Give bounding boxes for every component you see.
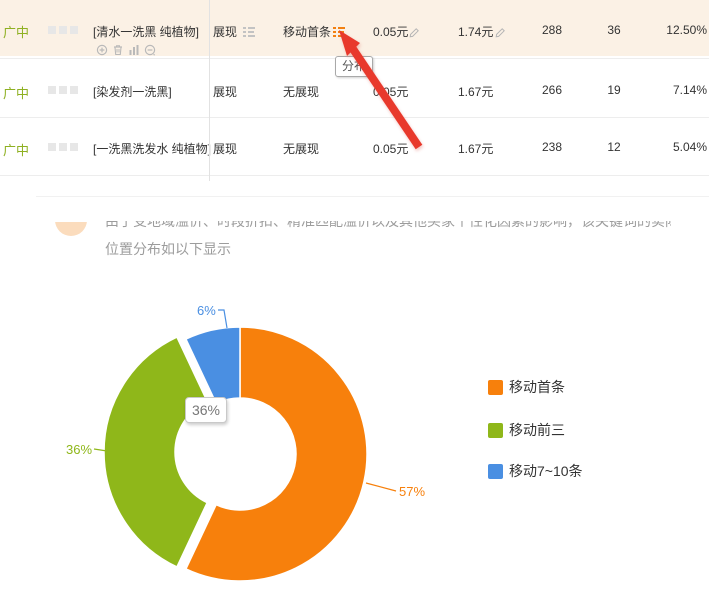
placeholder-square (59, 86, 67, 94)
keyword-cell: [染发剂一洗黑] (93, 85, 172, 99)
position-cell: 无展现 (283, 85, 320, 99)
position-distribution-donut-chart: 6% 36% 57% (66, 303, 425, 582)
slice-label-blue: 6% (197, 303, 216, 318)
row-status: 广中 (3, 143, 30, 158)
placeholder-square (59, 26, 67, 34)
clicks-cell: 12 (607, 140, 621, 154)
legend-item-mobile-top3[interactable]: 移动前三 (488, 420, 565, 440)
impressions-cell: 238 (541, 140, 563, 154)
bid-cell: 0.05元 (373, 25, 409, 39)
placeholder-square (48, 143, 56, 151)
placeholder-square (59, 143, 67, 151)
placeholder-square (70, 86, 78, 94)
table-bottom-border (0, 175, 709, 176)
legend-item-mobile-7to10[interactable]: 移动7~10条 (488, 461, 583, 481)
frozen-column-divider (209, 0, 210, 181)
pie-slice-mobile-first[interactable] (185, 326, 368, 582)
edit-pencil-icon[interactable] (409, 25, 420, 38)
keyword-cell: [清水一洗黑 纯植物] (93, 25, 200, 39)
label-connector-green (93, 448, 108, 452)
clicks-cell: 36 (607, 23, 621, 37)
row-status: 广中 (3, 86, 30, 101)
avg-cost-cell: 1.67元 (458, 85, 494, 99)
legend-label: 移动前三 (509, 422, 565, 438)
row-divider (0, 117, 709, 118)
clicks-cell: 19 (607, 83, 621, 97)
placeholder-square (70, 26, 78, 34)
slice-label-green: 36% (66, 442, 92, 457)
label-connector-blue (218, 309, 228, 329)
red-annotation-arrow (339, 30, 423, 150)
section-divider (36, 196, 709, 197)
bar-chart-icon[interactable] (128, 43, 140, 55)
position-cell: 移动首条 (283, 25, 332, 39)
legend-swatch-green (488, 422, 503, 438)
keyword-cell: [一洗黑洗发水 纯植物] (93, 142, 212, 156)
add-circle-icon[interactable] (96, 43, 108, 56)
display-cell: 展现 (213, 85, 238, 99)
impressions-cell: 288 (541, 23, 563, 37)
label-connector-orange (365, 482, 397, 492)
info-icon-clipped (55, 222, 87, 236)
display-distribution-icon[interactable] (243, 25, 255, 37)
edit-pencil-icon[interactable] (495, 25, 506, 38)
placeholder-square (48, 86, 56, 94)
remove-circle-icon[interactable] (144, 43, 156, 56)
ctr-cell: 5.04% (672, 140, 707, 154)
table-row[interactable]: 广中 [一洗黑洗发水 纯植物] 展现 无展现 0.05元 1.67元 238 1… (0, 118, 709, 175)
note-line2: 位置分布如以下显示 (105, 241, 231, 257)
legend-label: 移动首条 (509, 379, 565, 395)
display-cell: 展现 (213, 142, 238, 156)
note-line1: 由于受地域溢价、时段折扣、精准匹配溢价以及其他买家个性化因素的影响，该关键词的实… (105, 221, 671, 229)
slice-label-orange: 57% (399, 484, 425, 499)
placeholder-square (48, 26, 56, 34)
ctr-cell: 7.14% (672, 83, 707, 97)
avg-cost-cell: 1.67元 (458, 142, 494, 156)
ctr-cell: 12.50% (666, 23, 707, 37)
impressions-cell: 266 (541, 83, 563, 97)
display-cell: 展现 (213, 25, 238, 39)
avg-cost-cell: 1.74元 (458, 25, 494, 39)
note-line1-clipped: 由于受地域溢价、时段折扣、精准匹配溢价以及其他买家个性化因素的影响，该关键词的实… (105, 221, 671, 234)
bid-cell: 0.05元 (373, 142, 409, 156)
delete-trash-icon[interactable] (112, 43, 124, 56)
legend-item-mobile-first[interactable]: 移动首条 (488, 377, 565, 397)
legend-swatch-orange (488, 379, 503, 395)
row-status: 广中 (3, 25, 30, 40)
pie-slice-mobile-top3[interactable] (103, 336, 208, 568)
legend-label: 移动7~10条 (509, 463, 583, 479)
placeholder-square (70, 143, 78, 151)
position-cell: 无展现 (283, 142, 320, 156)
chart-hover-tooltip: 36% (185, 397, 227, 423)
legend-swatch-blue (488, 463, 503, 479)
